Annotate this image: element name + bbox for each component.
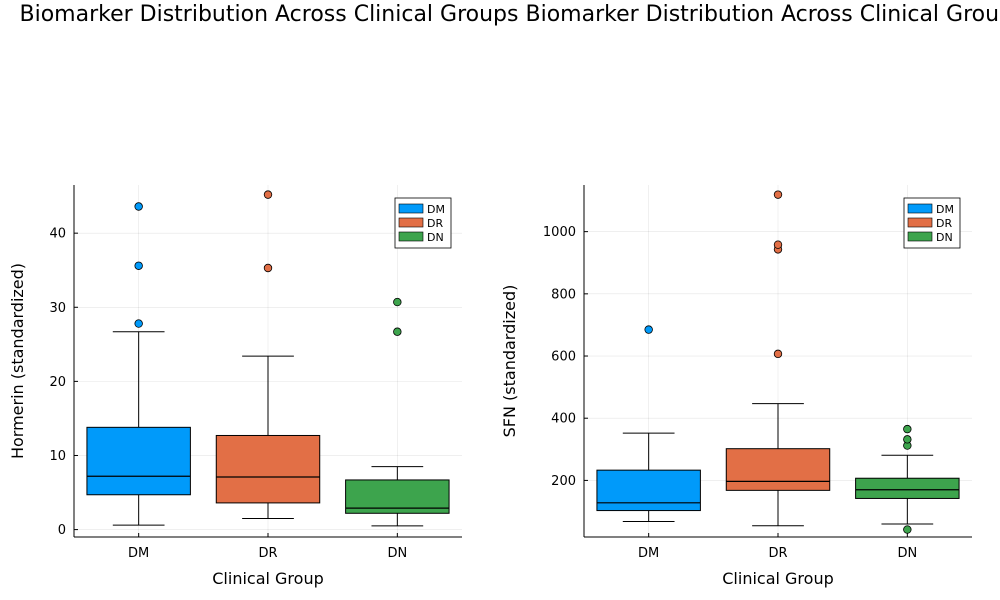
y-tick-label: 400 [551, 412, 576, 427]
legend-swatch [398, 231, 424, 242]
x-tick-label: DR [258, 546, 277, 561]
outlier-point [773, 349, 783, 359]
box-dr [725, 190, 831, 527]
legend-swatch [907, 231, 933, 242]
box-dn [345, 297, 450, 527]
x-tick-label: DM [128, 546, 149, 561]
outlier-point [773, 190, 783, 199]
legend-label: DN [427, 231, 444, 244]
box-plots [86, 190, 450, 527]
y-tick-label: 40 [49, 227, 66, 242]
legend-label: DN [936, 231, 953, 244]
legend-swatch [398, 217, 424, 228]
y-tick-label: 30 [49, 301, 66, 316]
outlier-point [773, 240, 783, 249]
legend-label: DM [936, 203, 954, 216]
iqr-box [86, 426, 191, 496]
outlier-point [263, 190, 273, 199]
outlier-point [134, 202, 143, 211]
outlier-point [393, 297, 402, 307]
panel-sfn: Biomarker Distribution Across Clinical G… [500, 2, 1000, 588]
chart-title: Biomarker Distribution Across Clinical G… [20, 2, 519, 27]
iqr-box [855, 477, 960, 499]
y-axis-label: Hormerin (standardized) [8, 263, 27, 459]
chart-title: Biomarker Distribution Across Clinical G… [526, 2, 1000, 27]
outlier-point [903, 525, 912, 534]
outlier-point [903, 435, 912, 444]
legend-swatch [907, 203, 933, 214]
x-axis-label: Clinical Group [212, 569, 324, 588]
y-tick-label: 200 [551, 474, 576, 489]
outlier-point [644, 325, 653, 334]
x-tick-label: DM [638, 546, 659, 561]
y-tick-label: 1000 [543, 225, 576, 240]
x-tick-label: DN [897, 546, 917, 561]
box-dr [215, 190, 321, 519]
y-axis-label: SFN (standardized) [500, 285, 519, 438]
outlier-point [134, 319, 143, 328]
x-tick-label: DN [387, 546, 407, 561]
y-tick-label: 800 [551, 287, 576, 302]
box-dm [86, 202, 191, 526]
legend-label: DR [936, 217, 952, 230]
y-tick-label: 600 [551, 350, 576, 365]
box-dm [596, 325, 701, 522]
legend-swatch [907, 217, 933, 228]
x-tick-label: DR [768, 546, 787, 561]
outlier-point [134, 261, 143, 270]
iqr-box [215, 434, 321, 504]
outlier-point [903, 424, 912, 434]
iqr-box [596, 469, 701, 512]
outlier-point [393, 327, 402, 336]
x-axis-label: Clinical Group [722, 569, 834, 588]
legend-swatch [398, 203, 424, 214]
outlier-point [263, 263, 273, 273]
y-tick-label: 10 [49, 449, 66, 464]
y-tick-label: 0 [58, 523, 66, 538]
panel-hormerin: Biomarker Distribution Across Clinical G… [8, 2, 518, 588]
iqr-box [725, 448, 831, 491]
legend-label: DM [427, 203, 445, 216]
legend-label: DR [427, 217, 443, 230]
box-dn [855, 424, 960, 534]
box-plots [596, 190, 960, 534]
y-tick-label: 20 [49, 375, 66, 390]
